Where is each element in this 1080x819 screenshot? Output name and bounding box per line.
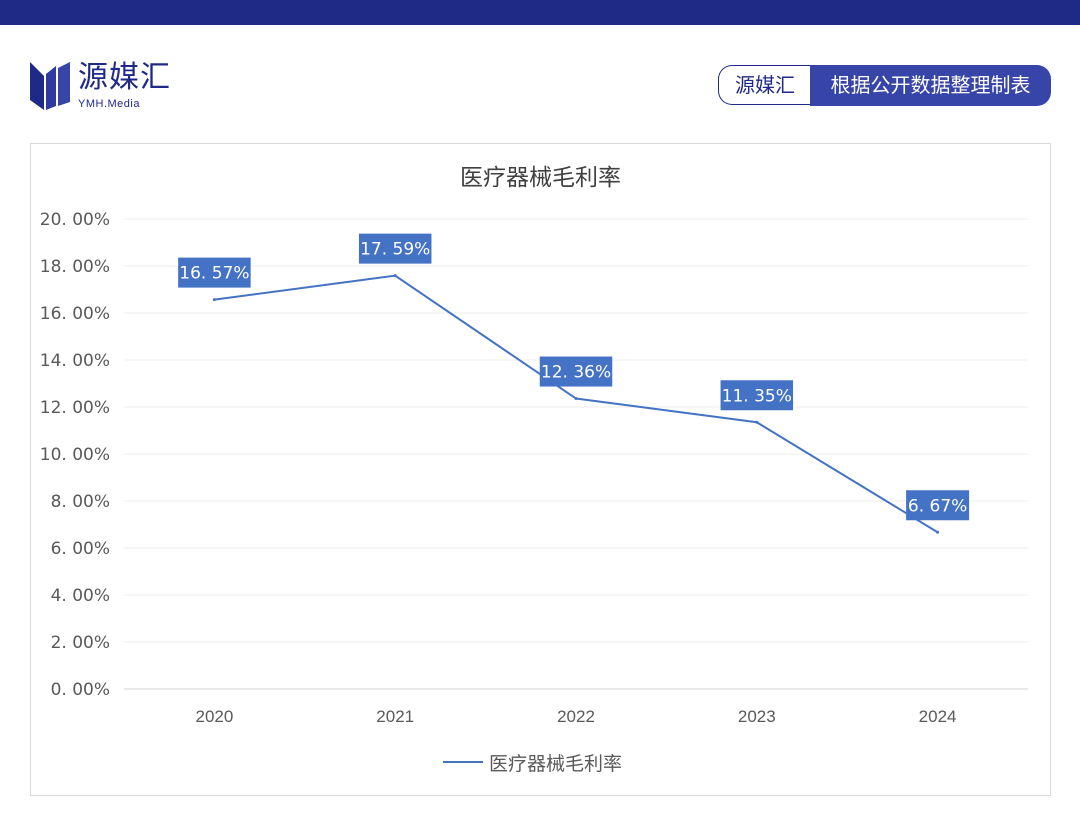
data-point bbox=[212, 298, 216, 302]
y-tick-label: 14. 00% bbox=[40, 351, 110, 371]
x-tick-label: 2024 bbox=[919, 707, 957, 726]
x-tick-label: 2022 bbox=[557, 707, 595, 726]
x-tick-label: 2021 bbox=[376, 707, 414, 726]
x-tick-label: 2020 bbox=[195, 707, 233, 726]
data-point bbox=[755, 420, 759, 424]
data-label-box bbox=[539, 356, 613, 387]
data-label-box bbox=[906, 490, 970, 521]
y-tick-label: 20. 00% bbox=[40, 210, 110, 230]
top-bar bbox=[0, 0, 1080, 25]
brand-subtitle: YMH.Media bbox=[78, 98, 140, 110]
brand-logo: 源媒汇 YMH.Media bbox=[30, 58, 190, 114]
y-tick-label: 6. 00% bbox=[51, 539, 110, 559]
data-label-box bbox=[720, 380, 794, 411]
y-tick-label: 16. 00% bbox=[40, 304, 110, 324]
data-label: 6. 67% bbox=[908, 496, 967, 516]
brand-name: 源媒汇 bbox=[78, 60, 171, 95]
badge-description: 根据公开数据整理制表 bbox=[810, 65, 1051, 106]
data-point bbox=[393, 274, 397, 278]
data-label-box bbox=[358, 233, 432, 264]
y-tick-label: 12. 00% bbox=[40, 398, 110, 418]
logo-mark-icon bbox=[30, 62, 70, 110]
data-point bbox=[574, 397, 578, 401]
line-chart: 0. 00% 2. 00% 4. 00% 6. 00% 8. 00% 10. 00% 12.… bbox=[40, 210, 1028, 726]
data-label-box bbox=[178, 257, 251, 288]
source-badge: 源媒汇 根据公开数据整理制表 bbox=[718, 65, 1051, 106]
data-label: 11. 35% bbox=[722, 386, 792, 406]
x-tick-label: 2023 bbox=[738, 707, 776, 726]
y-tick-label: 2. 00% bbox=[51, 633, 110, 653]
y-tick-label: 4. 00% bbox=[51, 586, 110, 606]
y-tick-label: 8. 00% bbox=[51, 492, 110, 512]
series-line bbox=[214, 274, 939, 534]
data-label: 17. 59% bbox=[360, 240, 430, 260]
badge-brand: 源媒汇 bbox=[718, 65, 811, 105]
data-point bbox=[936, 530, 940, 534]
legend-line-icon bbox=[443, 761, 483, 763]
legend: 医疗器械毛利率 bbox=[443, 750, 623, 775]
y-tick-label: 0. 00% bbox=[51, 680, 110, 700]
y-tick-label: 10. 00% bbox=[40, 445, 110, 465]
chart-title: 医疗器械毛利率 bbox=[460, 165, 621, 191]
chart-card: 医疗器械毛利率 0. 00% 2. 00% 4. 00% 6. 00% 8. 00% 10… bbox=[30, 143, 1051, 796]
data-label: 12. 36% bbox=[541, 363, 611, 383]
data-label: 16. 57% bbox=[179, 264, 249, 284]
y-tick-label: 18. 00% bbox=[40, 257, 110, 277]
legend-label: 医疗器械毛利率 bbox=[489, 752, 623, 775]
